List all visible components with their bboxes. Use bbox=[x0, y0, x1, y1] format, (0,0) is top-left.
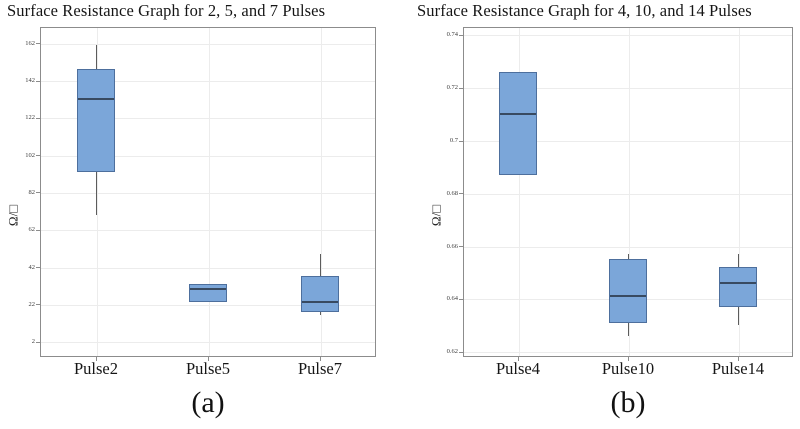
upper-whisker bbox=[738, 254, 739, 268]
y-tick-mark bbox=[36, 155, 40, 157]
x-gridline bbox=[208, 28, 210, 356]
chart-title: Surface Resistance Graph for 2, 5, and 7… bbox=[7, 1, 326, 20]
upper-whisker bbox=[96, 45, 97, 70]
x-gridline bbox=[518, 28, 520, 356]
chart-panel-b: Surface Resistance Graph for 4, 10, and … bbox=[400, 0, 800, 429]
y-tick-mark bbox=[36, 117, 40, 119]
y-tick-label: 102 bbox=[25, 151, 35, 159]
x-category-label: Pulse2 bbox=[73, 359, 118, 378]
y-tick-mark bbox=[459, 193, 463, 195]
x-tick-mark bbox=[320, 357, 321, 361]
y-tick-mark bbox=[459, 298, 463, 300]
y-tick-mark bbox=[459, 87, 463, 89]
lower-whisker bbox=[738, 306, 739, 326]
x-category-label: Pulse14 bbox=[711, 359, 765, 378]
y-tick-mark bbox=[459, 140, 463, 142]
box bbox=[719, 267, 757, 307]
y-tick-label: 122 bbox=[25, 114, 35, 122]
median-line bbox=[190, 288, 226, 291]
y-tick-label: 2 bbox=[31, 338, 35, 346]
box bbox=[499, 71, 537, 175]
y-gridline bbox=[464, 352, 792, 354]
y-tick-mark bbox=[36, 80, 40, 82]
y-tick-mark bbox=[36, 229, 40, 231]
x-category-label: Pulse10 bbox=[601, 359, 655, 378]
y-gridline bbox=[41, 155, 375, 157]
lower-whisker bbox=[96, 171, 97, 215]
y-gridline bbox=[41, 192, 375, 194]
y-gridline bbox=[464, 88, 792, 90]
y-tick-label: 0.66 bbox=[446, 242, 458, 250]
x-tick-mark bbox=[628, 357, 629, 361]
y-tick-label: 0.62 bbox=[446, 348, 458, 356]
median-line bbox=[302, 301, 338, 304]
y-tick-mark bbox=[36, 43, 40, 45]
y-tick-label: 22 bbox=[28, 300, 36, 308]
y-gridline bbox=[41, 230, 375, 232]
y-tick-label: 0.74 bbox=[446, 31, 458, 39]
y-gridline bbox=[464, 141, 792, 143]
y-tick-mark bbox=[36, 267, 40, 268]
box bbox=[189, 283, 227, 303]
x-gridline bbox=[628, 28, 630, 356]
y-gridline bbox=[41, 267, 375, 269]
x-category-label: Pulse7 bbox=[297, 359, 342, 378]
box bbox=[609, 259, 647, 323]
x-tick-mark bbox=[208, 357, 209, 361]
y-tick-label: 62 bbox=[28, 226, 36, 234]
x-tick-mark bbox=[738, 357, 739, 361]
y-tick-mark bbox=[36, 192, 40, 194]
box bbox=[77, 69, 115, 172]
chart-panel-a: Surface Resistance Graph for 2, 5, and 7… bbox=[6, 1, 376, 419]
y-tick-mark bbox=[459, 246, 463, 248]
upper-whisker bbox=[320, 253, 321, 277]
x-gridline bbox=[738, 28, 740, 356]
y-gridline bbox=[464, 193, 792, 195]
y-gridline bbox=[464, 35, 792, 37]
y-gridline bbox=[41, 43, 375, 45]
y-gridline bbox=[464, 246, 792, 248]
y-tick-label: 82 bbox=[28, 188, 36, 196]
x-gridline bbox=[96, 28, 98, 356]
x-category-label: Pulse5 bbox=[185, 359, 230, 378]
median-line bbox=[720, 282, 756, 285]
median-line bbox=[610, 295, 646, 298]
box bbox=[301, 276, 339, 312]
median-line bbox=[500, 113, 536, 116]
lower-whisker bbox=[320, 311, 321, 316]
x-gridline bbox=[320, 28, 322, 356]
chart-title: Surface Resistance Graph for 4, 10, and … bbox=[417, 1, 752, 20]
y-gridline bbox=[41, 342, 375, 344]
x-category-label: Pulse4 bbox=[495, 359, 540, 378]
y-tick-label: 0.72 bbox=[446, 84, 458, 92]
y-gridline bbox=[41, 304, 375, 306]
x-tick-mark bbox=[518, 357, 519, 361]
y-tick-label: 162 bbox=[25, 39, 35, 47]
y-tick-label: 0.68 bbox=[446, 189, 458, 197]
y-tick-mark bbox=[36, 304, 40, 306]
panel-label: (b) bbox=[610, 386, 646, 419]
y-tick-label: 142 bbox=[25, 77, 35, 85]
y-tick-mark bbox=[459, 351, 463, 353]
upper-whisker bbox=[628, 254, 629, 260]
y-tick-mark bbox=[459, 34, 463, 36]
y-tick-mark bbox=[36, 341, 40, 343]
y-tick-label: 0.64 bbox=[446, 295, 458, 303]
y-tick-label: 0.7 bbox=[449, 137, 458, 145]
y-gridline bbox=[41, 81, 375, 83]
y-tick-label: 42 bbox=[28, 263, 36, 271]
median-line bbox=[78, 98, 114, 101]
y-gridline bbox=[41, 118, 375, 120]
x-tick-mark bbox=[96, 357, 97, 361]
lower-whisker bbox=[628, 322, 629, 336]
panel-label: (a) bbox=[191, 386, 225, 419]
